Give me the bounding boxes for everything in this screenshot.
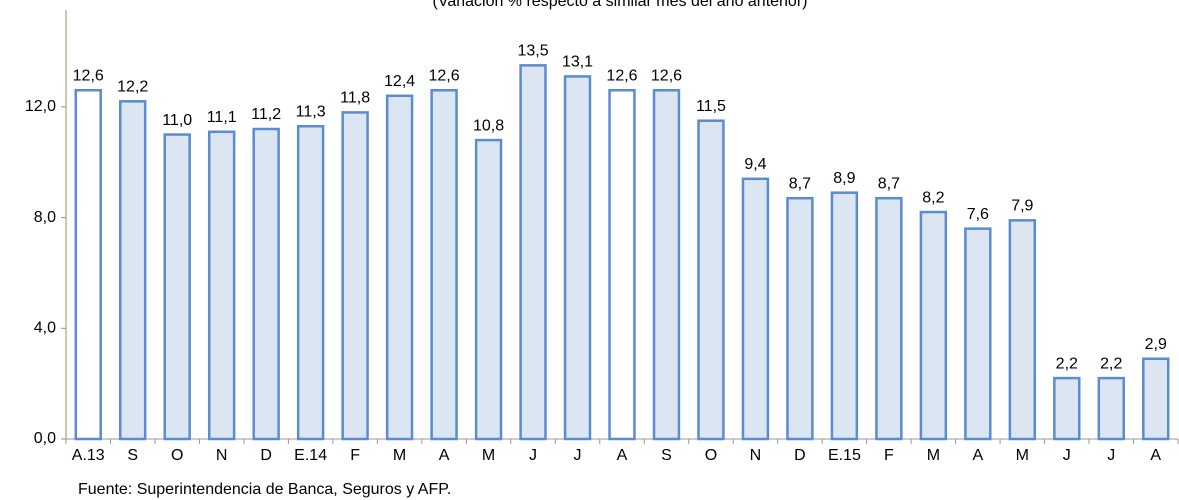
y-tick-label: 4,0 — [34, 320, 56, 337]
x-tick-label: N — [750, 447, 762, 464]
bar — [1097, 376, 1125, 441]
bar — [652, 89, 681, 441]
value-label: 13,1 — [562, 54, 593, 71]
bar — [474, 138, 503, 441]
x-tick-label: J — [529, 447, 537, 464]
x-tick-label: F — [884, 447, 894, 464]
x-tick-label: J — [1063, 447, 1071, 464]
value-label: 11,8 — [340, 90, 370, 107]
bar — [608, 89, 636, 441]
value-label: 2,2 — [1100, 355, 1122, 372]
bar — [919, 210, 948, 441]
bar — [786, 196, 814, 441]
value-label: 13,5 — [517, 43, 548, 60]
x-tick-label: S — [127, 447, 138, 464]
bar — [430, 89, 458, 441]
value-label: 9,4 — [744, 156, 766, 173]
bar — [341, 111, 369, 441]
value-label: 12,6 — [651, 67, 682, 84]
x-tick-label: A — [973, 447, 984, 464]
bar — [163, 133, 191, 441]
x-tick-label: A.13 — [72, 447, 105, 464]
value-label: 12,6 — [606, 67, 637, 84]
x-tick-label: M — [1016, 447, 1029, 464]
value-label: 8,2 — [922, 189, 944, 206]
bar — [1008, 219, 1037, 441]
value-label: 2,9 — [1145, 336, 1167, 353]
value-label: 10,8 — [473, 117, 504, 134]
value-label: 11,1 — [207, 109, 237, 126]
bar — [875, 196, 903, 441]
value-label: 2,2 — [1056, 355, 1078, 372]
bar — [119, 100, 147, 441]
x-tick-label: D — [260, 447, 272, 464]
value-label: 11,2 — [251, 106, 281, 123]
bar — [830, 191, 859, 441]
x-tick-label: A — [1150, 447, 1161, 464]
value-label: 7,6 — [967, 206, 989, 223]
bar — [519, 64, 547, 441]
bar — [1053, 376, 1081, 441]
bar — [252, 127, 280, 441]
value-label: 12,4 — [384, 73, 415, 90]
value-label: 11,5 — [696, 98, 726, 115]
value-label: 8,9 — [833, 170, 855, 187]
x-tick-label: O — [705, 447, 717, 464]
bar — [1142, 357, 1170, 441]
x-tick-label: S — [661, 447, 672, 464]
x-tick-label: F — [350, 447, 360, 464]
x-tick-label: J — [1107, 447, 1115, 464]
value-label: 11,3 — [296, 103, 326, 120]
bar — [207, 130, 236, 441]
x-tick-label: D — [794, 447, 806, 464]
value-label: 8,7 — [789, 175, 811, 192]
x-tick-label: M — [482, 447, 495, 464]
bar — [741, 177, 770, 441]
bar — [296, 124, 325, 441]
bar — [74, 89, 102, 441]
value-label: 12,6 — [429, 67, 460, 84]
value-label: 8,7 — [878, 175, 900, 192]
x-tick-label: E.15 — [828, 447, 861, 464]
value-label: 12,2 — [117, 79, 148, 96]
x-tick-label: J — [574, 447, 582, 464]
bar — [563, 75, 592, 441]
y-tick-label: 0,0 — [34, 430, 56, 447]
x-tick-label: N — [216, 447, 228, 464]
source-note: Fuente: Superintendencia de Banca, Segur… — [78, 481, 451, 498]
value-label: 7,9 — [1011, 198, 1033, 215]
y-tick-label: 12,0 — [25, 98, 56, 115]
x-tick-label: M — [927, 447, 940, 464]
value-label: 12,6 — [73, 67, 104, 84]
chart-subtitle: (Variación % respecto a similar mes del … — [433, 0, 808, 10]
bar — [697, 119, 725, 441]
x-tick-label: E.14 — [294, 447, 327, 464]
x-tick-label: A — [617, 447, 628, 464]
x-tick-label: A — [439, 447, 450, 464]
bar — [964, 227, 992, 441]
x-tick-label: M — [393, 447, 406, 464]
value-label: 11,0 — [162, 112, 192, 129]
bar — [385, 94, 414, 441]
y-tick-label: 8,0 — [34, 209, 56, 226]
x-tick-label: O — [171, 447, 183, 464]
